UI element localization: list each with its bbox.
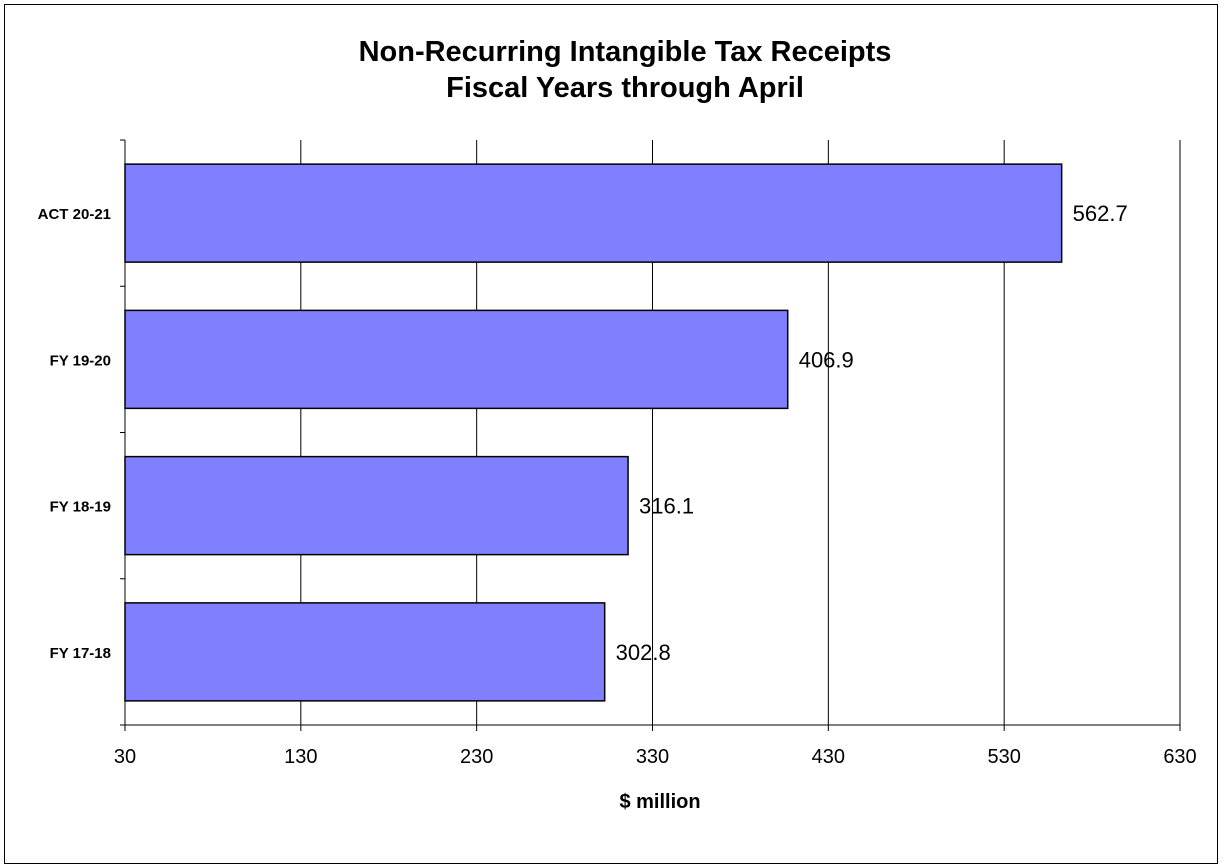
chart-title-block: Non-Recurring Intangible Tax Receipts Fi… [0,34,1225,106]
x-tick-label: 130 [284,746,317,768]
chart-subtitle: Fiscal Years through April [446,72,804,104]
x-axis-title: $ million [619,791,700,813]
x-tick-label: 330 [636,746,669,768]
x-tick-label: 430 [812,746,845,768]
data-label: 302.8 [616,640,671,665]
bar [124,455,629,556]
data-label: 316.1 [639,494,694,519]
bar [124,163,1063,263]
bar-chart: 30 130 230 330 430 530 630 ACT 20-21 562.7 FY 19… [38,139,1197,813]
x-tick-label: 530 [987,746,1020,768]
y-category-label: FY 19-20 [50,352,111,369]
x-tick-label: 230 [460,746,493,768]
bars [124,163,1063,702]
data-label: 562.7 [1073,201,1128,226]
bar [124,602,606,702]
labels: ACT 20-21 562.7 FY 19-20 406.9 FY 18-19 316.1… [38,201,1128,665]
chart-title: Non-Recurring Intangible Tax Receipts [358,36,892,68]
y-category-label: ACT 20-21 [38,206,111,223]
y-category-label: FY 17-18 [50,645,111,662]
x-tick-label: 630 [1163,746,1196,768]
y-category-label: FY 18-19 [50,499,111,516]
data-label: 406.9 [799,347,854,372]
x-tick-label: 30 [114,746,136,768]
axes: 30 130 230 330 430 530 630 [114,139,1197,768]
bar [124,309,789,410]
